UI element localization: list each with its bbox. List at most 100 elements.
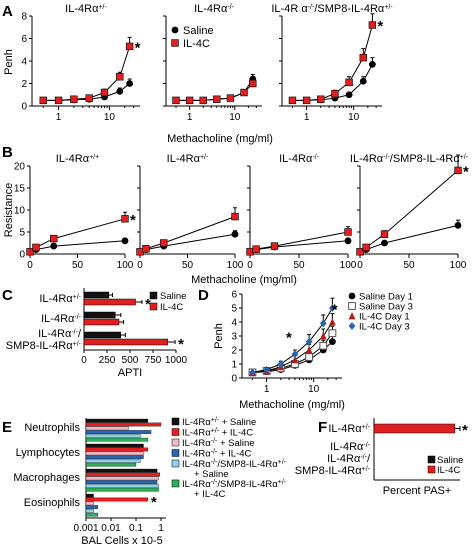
subplot-title: IL-4Rα-/-/SMP8-IL-4Rα+/- — [350, 153, 469, 165]
y-tick-label: 5 — [231, 304, 237, 315]
x-tick-label: 0.1 — [129, 523, 143, 534]
data-point — [454, 222, 462, 229]
bar — [85, 462, 137, 467]
x-tick-label: 50 — [72, 260, 84, 271]
bar — [85, 418, 149, 423]
subplot: 0 50 100 IL-4Rα+/- — [136, 153, 244, 271]
subplot: 0 50 100 IL-4Rα-/- — [246, 153, 357, 271]
panel-label-E: E — [2, 419, 12, 436]
x-axis-label: Methacholine (mg/ml) — [239, 399, 345, 411]
category-label: Neutrophils — [24, 422, 80, 434]
data-point — [362, 243, 370, 252]
panel-label-C: C — [2, 287, 13, 304]
x-tick-label: 1 — [304, 112, 310, 123]
data-point — [121, 215, 129, 223]
legend-label: IL-4Rα-/-/SMP8-IL-4Rα+/- — [182, 459, 287, 471]
legend-swatch — [427, 465, 436, 474]
data-point — [368, 60, 376, 68]
data-point — [277, 360, 285, 368]
subplot: 1 10 IL-4Rα-/- — [163, 3, 262, 123]
subplot: 0 2 4 6 8 1 10 IL-4Rα+/- — [21, 3, 140, 123]
bar — [85, 468, 158, 473]
bar — [85, 459, 141, 463]
y-tick-label: 6 — [21, 34, 27, 45]
subplot-title: IL-4Rα-/- — [279, 153, 320, 165]
legend-label: Saline — [183, 25, 214, 37]
data-point — [249, 368, 256, 377]
bar — [85, 501, 94, 506]
x-tick-label: 100 — [340, 260, 357, 271]
bar — [85, 426, 129, 431]
legend-marker — [348, 322, 356, 330]
series-line — [139, 233, 236, 253]
data-point — [26, 248, 34, 256]
legend-label: IL-4C Day 1 — [359, 312, 410, 323]
x-tick-label: 250 — [99, 355, 116, 366]
x-tick-label: 1 — [56, 112, 62, 123]
significance-star: * — [463, 163, 469, 180]
bar — [85, 422, 162, 427]
bar — [83, 311, 116, 319]
x-tick-label: 0.001 — [73, 523, 98, 534]
bar-chart-C: 0 250 500 750 1000 IL-4Rα+/- IL-4Rα-/- IL-4Rα-/… — [6, 288, 188, 379]
data-point — [317, 95, 325, 103]
data-point — [319, 341, 328, 350]
x-tick-label: 1 — [158, 523, 164, 534]
data-point — [328, 329, 337, 338]
category-label: SMP8-IL-4Rα+/- — [6, 340, 82, 352]
data-point — [319, 319, 327, 328]
data-point — [270, 242, 279, 250]
series-line — [29, 240, 126, 253]
data-point — [291, 350, 299, 359]
x-tick-label: 50 — [293, 260, 305, 271]
x-tick-label: 10 — [104, 112, 116, 123]
bar — [85, 451, 144, 456]
legend-marker-il4c — [171, 39, 179, 47]
category-label: IL-4Rα-/-/ — [38, 328, 82, 340]
legend-label: Saline Day 1 — [359, 292, 413, 303]
subplot: 0 5 10 15 20 0 50 100 IL-4Rα+/+ — [14, 153, 134, 271]
x-tick-label: 500 — [122, 355, 139, 366]
x-axis-label: Percent PAS+ — [383, 485, 452, 497]
y-tick-label: 10 — [14, 206, 26, 217]
significance-star: * — [462, 422, 468, 439]
subplot-title: IL-4Rα+/+ — [56, 153, 99, 165]
subplot-title: IL-4Rα+/- — [167, 153, 209, 165]
legend-label: IL-4C — [437, 465, 460, 476]
data-point — [160, 239, 168, 247]
legend-label: IL-4C — [160, 302, 183, 313]
y-tick-label: 2 — [21, 79, 27, 90]
category-label: IL-4Rα-/-/ — [327, 453, 371, 465]
panel-label-F: F — [318, 419, 327, 436]
data-point — [213, 95, 221, 103]
category-label: IL-4Rα+/- — [39, 293, 81, 305]
bar-chart-F: IL-4Rα+/- IL-4Rα-/-IL-4Rα-/-/SMP8-IL-4Rα+… — [295, 418, 463, 497]
bar — [85, 430, 152, 434]
x-tick-label: 10 — [308, 384, 320, 395]
data-point — [331, 89, 339, 98]
x-tick-label: 0 — [81, 355, 87, 366]
data-point — [319, 332, 327, 340]
significance-star: * — [377, 18, 383, 35]
x-tick-label: 50 — [403, 260, 415, 271]
series-line — [292, 24, 373, 101]
legend-swatch — [149, 302, 158, 311]
data-point — [288, 96, 297, 105]
x-tick-label: 1 — [264, 384, 270, 395]
bar — [85, 437, 149, 442]
x-tick-label: 0 — [137, 260, 143, 271]
x-tick-label: 0 — [357, 260, 363, 271]
y-tick-label: 2 — [231, 346, 237, 357]
y-tick-label: 0 — [231, 374, 237, 385]
x-tick-label: 10 — [348, 112, 360, 123]
bar — [83, 318, 120, 326]
y-tick-label: 4 — [231, 318, 237, 329]
data-point — [126, 80, 134, 87]
subplot: 0 50 100 IL-4Rα-/-/SMP8-IL-4Rα+/- — [350, 153, 469, 271]
legend-swatch — [171, 417, 180, 426]
data-point — [240, 88, 248, 97]
legend-label: IL-4C Day 3 — [359, 322, 410, 333]
bar — [85, 455, 144, 459]
y-tick-label: 1 — [231, 360, 237, 371]
